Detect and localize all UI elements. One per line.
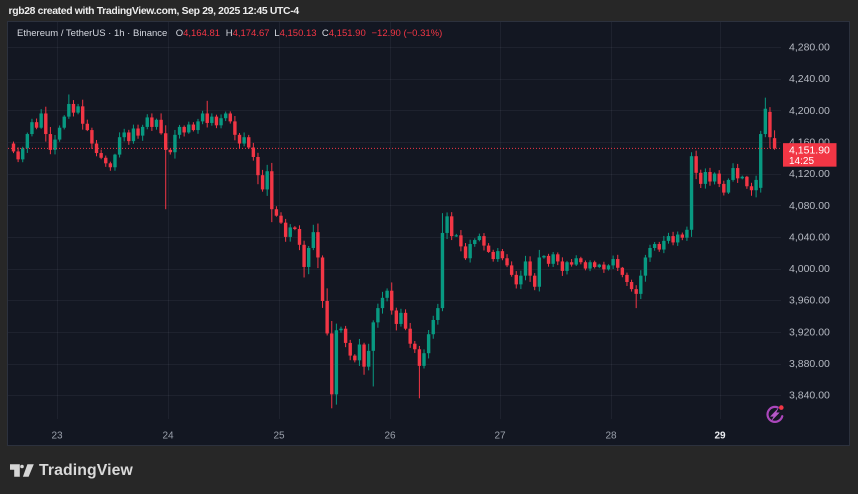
svg-text:3,960.00: 3,960.00 [789, 295, 830, 307]
svg-text:4,240.00: 4,240.00 [789, 73, 830, 85]
svg-text:14:25: 14:25 [789, 156, 814, 167]
svg-text:24: 24 [162, 431, 174, 442]
svg-text:4,151.90: 4,151.90 [789, 144, 830, 156]
svg-text:4,120.00: 4,120.00 [789, 168, 830, 180]
svg-text:23: 23 [51, 431, 63, 442]
svg-text:28: 28 [605, 431, 617, 442]
svg-text:4,040.00: 4,040.00 [789, 231, 830, 243]
svg-text:26: 26 [384, 431, 396, 442]
svg-text:3,880.00: 3,880.00 [789, 358, 830, 370]
svg-text:3,920.00: 3,920.00 [789, 326, 830, 338]
svg-text:3,840.00: 3,840.00 [789, 390, 830, 402]
svg-text:29: 29 [714, 431, 726, 442]
svg-text:25: 25 [273, 431, 285, 442]
svg-text:4,000.00: 4,000.00 [789, 263, 830, 275]
svg-text:27: 27 [494, 431, 506, 442]
svg-text:4,200.00: 4,200.00 [789, 105, 830, 117]
svg-text:4,280.00: 4,280.00 [789, 42, 830, 54]
svg-text:4,080.00: 4,080.00 [789, 200, 830, 212]
